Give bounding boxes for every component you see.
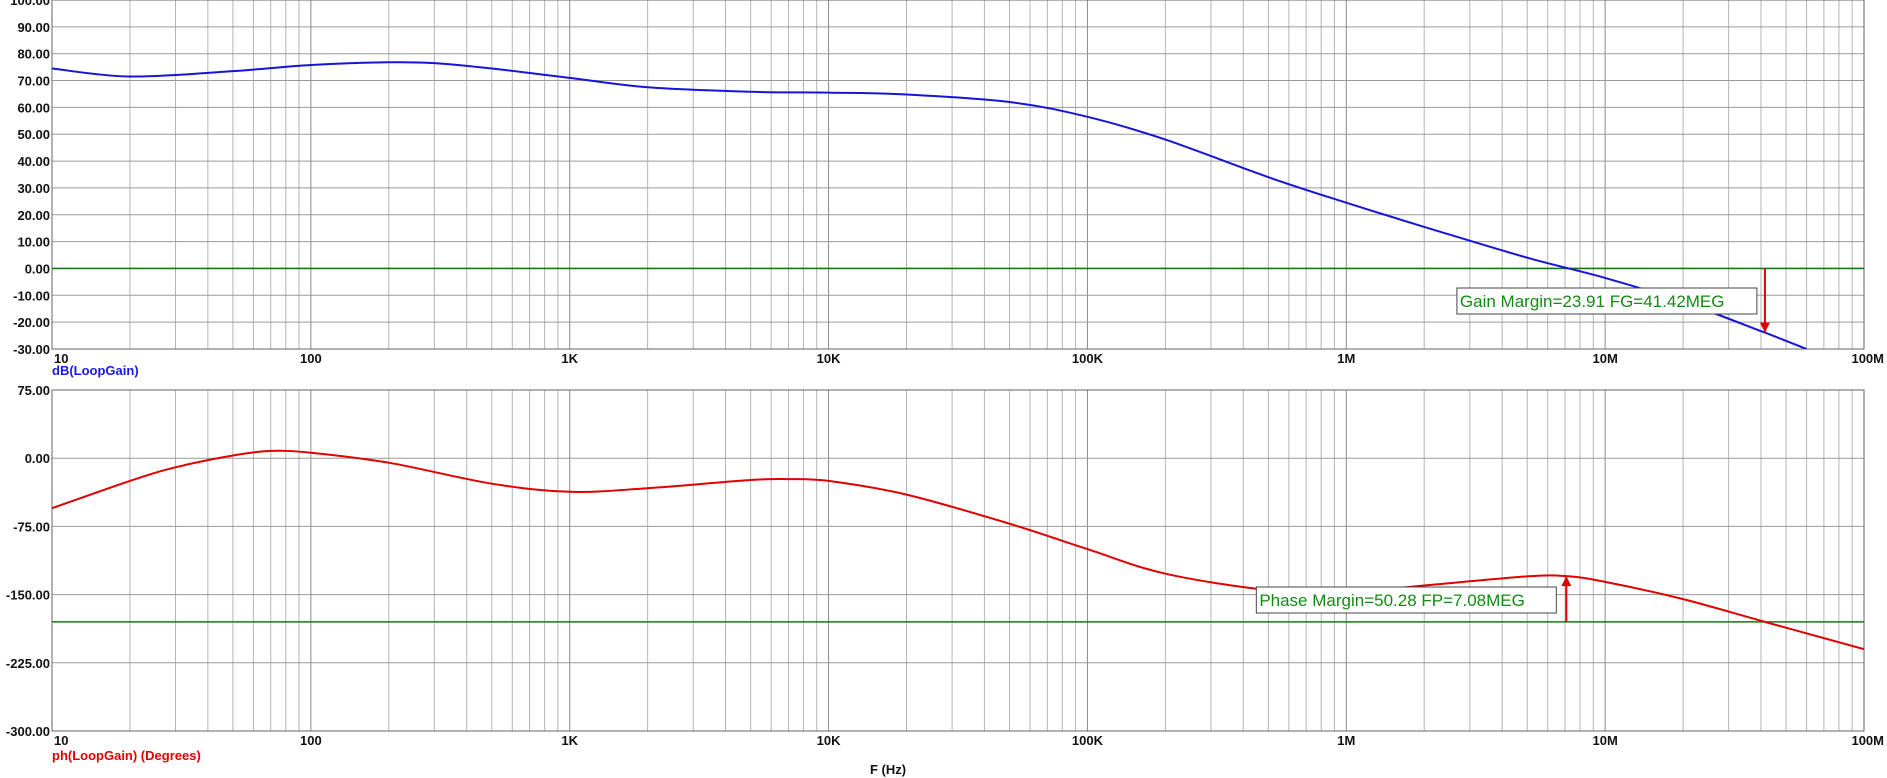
x-axis-title: F (Hz): [870, 762, 906, 777]
y-tick-label: 0.00: [25, 261, 50, 276]
y-tick-label: -20.00: [13, 315, 50, 330]
x-tick-label: 1M: [1337, 351, 1355, 366]
margin-annotation-box: [1456, 287, 1758, 315]
x-tick-label: 10: [54, 351, 68, 366]
y-tick-label: -10.00: [13, 288, 50, 303]
x-tick-label: 100M: [1851, 733, 1884, 748]
x-tick-label: 1K: [561, 733, 578, 748]
x-tick-label: 100: [300, 733, 322, 748]
margin-annotation: Gain Margin=23.91 FG=41.42MEG: [1460, 292, 1725, 311]
y-tick-label: 70.00: [17, 74, 50, 89]
y-tick-label: 20.00: [17, 208, 50, 223]
y-tick-label: 50.00: [17, 127, 50, 142]
x-tick-label: 10M: [1592, 351, 1617, 366]
y-tick-label: -150.00: [6, 588, 50, 603]
x-tick-label: 10K: [817, 351, 841, 366]
x-tick-label: 100: [300, 351, 322, 366]
y-tick-label: 0.00: [25, 451, 50, 466]
plot-frame: [51, 389, 1865, 732]
y-tick-label: 40.00: [17, 154, 50, 169]
series-line: [52, 61, 1807, 349]
x-tick-label: 10M: [1592, 733, 1617, 748]
y-tick-label: 100.00: [10, 0, 50, 8]
x-tick-label: 10K: [817, 733, 841, 748]
y-tick-label: 90.00: [17, 20, 50, 35]
x-tick-label: 100K: [1072, 733, 1104, 748]
phase-panel: -300.00 -225.00 -150.00 -75.00 0.00 75.00 10 10…: [6, 383, 1884, 763]
x-tick-label: 100M: [1851, 351, 1884, 366]
x-tick-label: 10: [54, 733, 68, 748]
trace-title: ph(LoopGain) (Degrees): [52, 748, 201, 763]
series-line: [52, 449, 1864, 651]
x-tick-label: 1K: [561, 351, 578, 366]
margin-annotation-box: [1255, 586, 1557, 614]
trace-title: dB(LoopGain): [52, 363, 139, 378]
y-tick-label: -30.00: [13, 342, 50, 357]
y-tick-label: 30.00: [17, 181, 50, 196]
plot-frame: [51, 0, 1865, 350]
y-tick-label: 60.00: [17, 100, 50, 115]
y-tick-label: -75.00: [13, 519, 50, 534]
y-tick-label: 80.00: [17, 47, 50, 62]
x-tick-label: 1M: [1337, 733, 1355, 748]
y-tick-label: -300.00: [6, 724, 50, 739]
margin-marker-arrowhead: [1561, 576, 1572, 587]
x-tick-label: 100K: [1072, 351, 1104, 366]
y-tick-label: -225.00: [6, 656, 50, 671]
y-tick-label: 75.00: [17, 383, 50, 398]
gain-panel: -30.00 -20.00 -10.00 0.00 10.00 20.00 30.00 40.…: [10, 0, 1884, 378]
margin-annotation: Phase Margin=50.28 FP=7.08MEG: [1259, 591, 1525, 610]
y-tick-label: 10.00: [17, 235, 50, 250]
margin-marker-arrowhead: [1759, 322, 1770, 333]
